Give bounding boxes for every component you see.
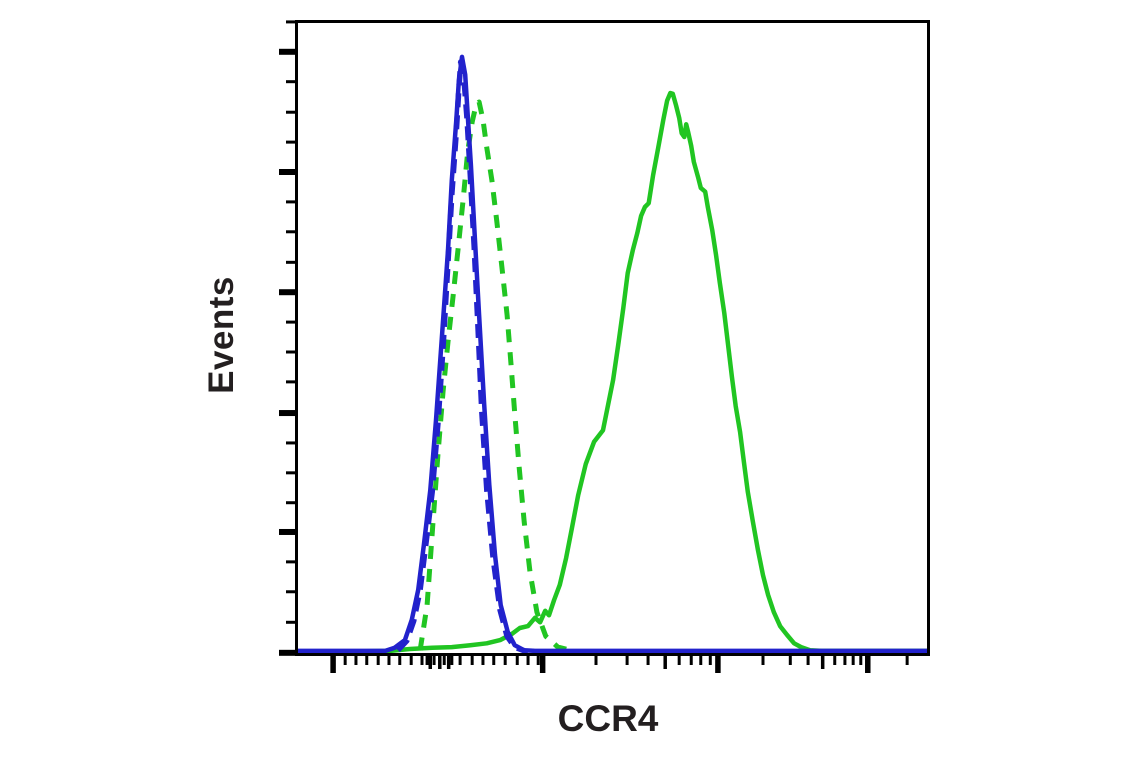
x-axis-label: CCR4 xyxy=(557,698,659,739)
y-axis-label: Events xyxy=(202,276,241,394)
